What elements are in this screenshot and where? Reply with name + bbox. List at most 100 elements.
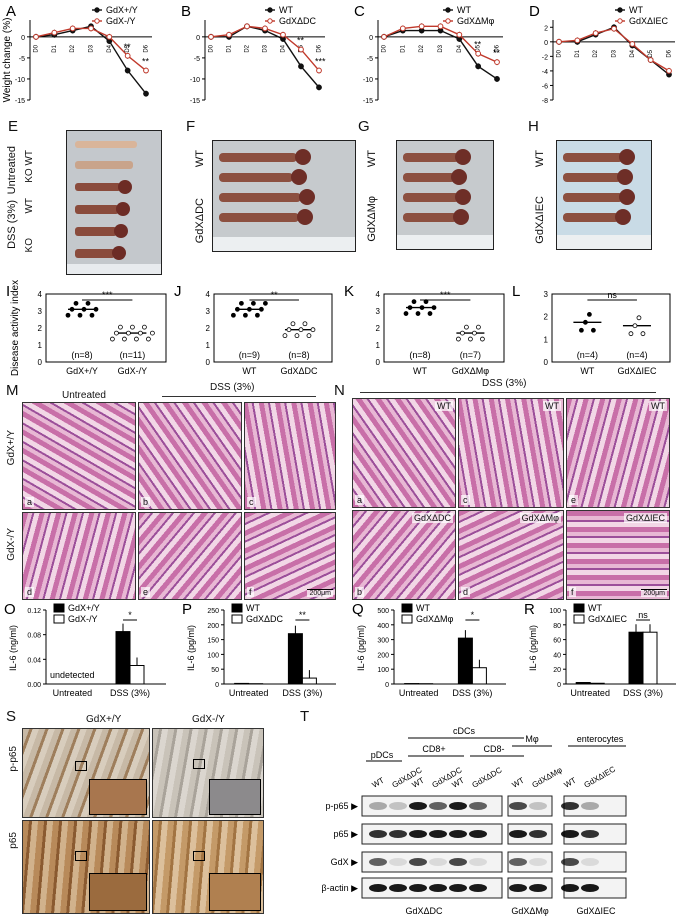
- dai-point: [258, 306, 264, 312]
- blot-band: [429, 884, 447, 892]
- subgroup-cd8pos: CD8+: [422, 744, 445, 754]
- ihc-inset: [209, 779, 261, 815]
- dai-point: [133, 336, 139, 342]
- x-tick-label: D2: [245, 44, 251, 52]
- dai-point: [475, 324, 481, 330]
- panel-label-d: D: [529, 3, 540, 20]
- dai-point: [238, 300, 244, 306]
- histology-tile-c: c: [244, 402, 336, 510]
- y-tick-label: 0: [215, 682, 219, 689]
- data-point: [124, 52, 131, 59]
- blot-band: [469, 884, 487, 892]
- dai-point: [125, 330, 131, 336]
- dai-point: [137, 330, 143, 336]
- panel-label-q: Q: [352, 601, 364, 618]
- legend-swatch: [53, 614, 65, 624]
- legend-label: GdX-/Y: [68, 614, 98, 624]
- m-dss-line: [162, 396, 316, 397]
- panel-label-c: C: [354, 3, 365, 20]
- y-tick-label: 100: [549, 608, 561, 615]
- y-tick-label: 1: [38, 341, 43, 350]
- il6-bar: [129, 665, 145, 685]
- bottom-label: GdXΔMφ: [511, 906, 549, 916]
- histology-sublabel: b: [355, 587, 365, 597]
- y-tick-label: 0: [376, 358, 381, 367]
- category-label: DSS (3%): [623, 688, 663, 698]
- y-tick-label: -15: [15, 98, 25, 105]
- colon-photo-f: [212, 140, 356, 252]
- photo-f-ko: GdXΔDC: [194, 198, 206, 244]
- blot-band: [581, 884, 599, 892]
- blot-band: [409, 802, 427, 810]
- histology-genotype: WT: [543, 401, 561, 411]
- ihc-box: [193, 851, 205, 861]
- il6-bar: [115, 631, 131, 685]
- data-point: [494, 76, 500, 82]
- blot-band: [449, 884, 467, 892]
- y-tick-label: 300: [377, 638, 389, 645]
- data-point: [381, 33, 387, 40]
- legend-swatch: [573, 603, 585, 613]
- colon-drawing-e: [67, 141, 161, 274]
- dai-point: [591, 327, 596, 333]
- y-tick-label: 500: [377, 608, 389, 615]
- bottom-label: GdXΔIEC: [576, 906, 616, 916]
- category-label: GdX-/Y: [118, 366, 148, 376]
- y-tick-label: 100: [377, 667, 389, 674]
- significance-label: ns: [638, 610, 648, 620]
- histology-sublabel: d: [461, 587, 471, 597]
- legend-marker: [267, 7, 273, 13]
- dai-point: [306, 333, 312, 339]
- sample-size: (n=8): [71, 350, 92, 360]
- dai-point: [463, 324, 469, 330]
- legend-marker: [617, 7, 623, 13]
- legend-label: WT: [457, 5, 471, 15]
- dai-point: [419, 305, 425, 311]
- panel-label-a: A: [6, 3, 16, 20]
- y-tick-label: 4: [38, 290, 43, 299]
- blot-band: [469, 858, 487, 866]
- significance-label: **: [474, 40, 482, 50]
- legend-marker: [445, 18, 451, 24]
- dai-point: [427, 311, 433, 316]
- histology-tile-e: e WT: [566, 398, 670, 508]
- blot-band: [529, 858, 547, 866]
- blot-band: [369, 802, 387, 810]
- y-tick-label: 1: [206, 341, 211, 350]
- x-tick-label: D5: [125, 44, 131, 52]
- y-tick-label: 0: [544, 40, 548, 47]
- dai-point: [77, 312, 83, 318]
- y-tick-label: 0: [385, 682, 389, 689]
- x-tick-label: D4: [630, 49, 636, 57]
- histology-sublabel: c: [247, 497, 256, 507]
- x-tick-label: D0: [557, 49, 563, 57]
- panel-label-i: I: [6, 283, 10, 300]
- ihc-box: [75, 761, 87, 771]
- x-tick-label: D4: [457, 44, 463, 52]
- y-tick-label: 2: [38, 324, 43, 333]
- sample-size: (n=11): [120, 350, 146, 360]
- panel-label-t: T: [300, 708, 310, 725]
- dai-point: [286, 327, 292, 333]
- blot-band: [449, 802, 467, 810]
- il6-bar: [642, 631, 658, 685]
- series-line-1: [558, 27, 670, 72]
- data-point: [475, 50, 482, 57]
- legend-label: GdXΔDC: [246, 614, 284, 624]
- row-label: GdX ▶: [331, 857, 359, 867]
- il6-bar: [628, 631, 644, 685]
- blot-band: [409, 858, 427, 866]
- data-point: [556, 38, 562, 45]
- il6-bar: [287, 633, 303, 685]
- dai-point: [411, 299, 417, 305]
- ihc-row1: p-p65: [8, 746, 19, 772]
- blot-strip: [507, 851, 553, 873]
- ihc-pp65-wt: [22, 728, 150, 818]
- y-axis-label: Disease activity index: [10, 280, 21, 376]
- y-tick-label: 200: [207, 623, 219, 630]
- significance-label: ns: [607, 290, 617, 300]
- dai-point: [479, 336, 485, 342]
- data-point: [592, 30, 599, 36]
- data-point: [143, 90, 149, 97]
- dai-point: [298, 327, 304, 333]
